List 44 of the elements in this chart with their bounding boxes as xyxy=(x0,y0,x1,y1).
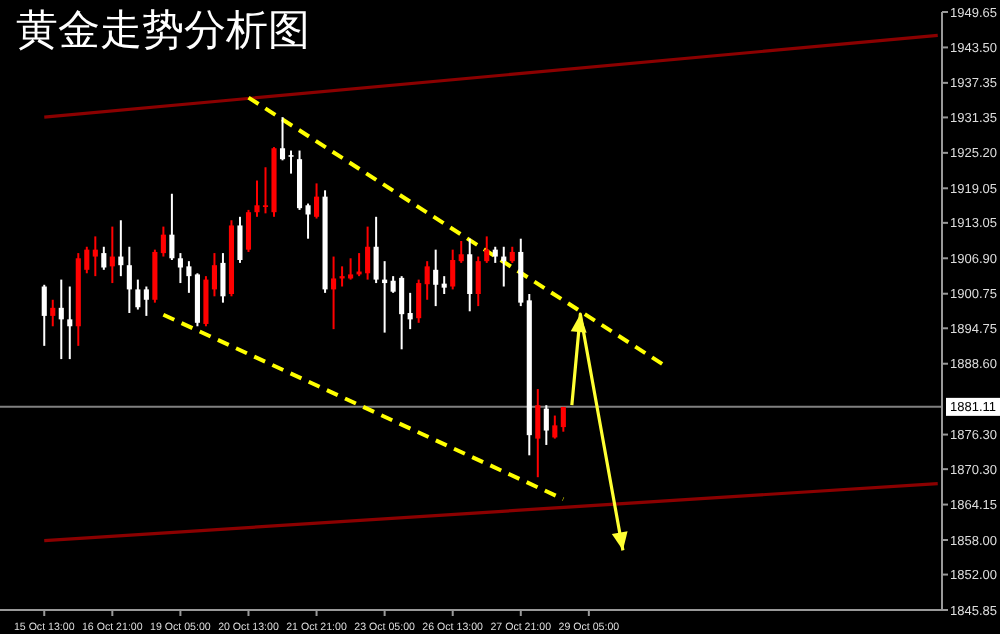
candlestick xyxy=(279,116,286,162)
candlestick xyxy=(109,225,115,285)
candlestick xyxy=(560,405,566,433)
candlestick xyxy=(58,278,64,361)
candlestick xyxy=(237,215,243,264)
candlestick xyxy=(245,208,252,253)
candlestick xyxy=(211,252,217,298)
candlestick xyxy=(92,235,98,278)
candlestick xyxy=(118,219,124,278)
candlestick xyxy=(67,285,73,361)
candlestick xyxy=(169,192,175,262)
candlestick xyxy=(143,285,149,317)
candlestick xyxy=(535,388,541,479)
candlestick xyxy=(203,275,209,328)
candlestick xyxy=(220,252,226,304)
candlestick xyxy=(160,225,166,258)
candlestick xyxy=(416,278,422,324)
candlestick xyxy=(365,225,371,281)
candlestick xyxy=(458,240,464,264)
candlestick xyxy=(41,283,47,347)
candlestick xyxy=(254,179,260,218)
candlestick xyxy=(552,414,558,440)
candlestick xyxy=(424,260,430,301)
candlestick xyxy=(126,245,132,315)
candlestick xyxy=(407,291,413,331)
candlestick xyxy=(543,404,549,446)
candlestick xyxy=(186,260,192,294)
candlestick xyxy=(475,255,481,308)
candlestick xyxy=(177,252,183,285)
candlestick xyxy=(331,255,337,331)
candlestick xyxy=(373,215,379,285)
candlestick xyxy=(450,248,456,291)
candlestick xyxy=(467,237,473,313)
candlestick xyxy=(484,235,490,264)
chart-title: 黄金走势分析图 xyxy=(16,6,310,54)
candlestick xyxy=(152,248,158,304)
candlestick xyxy=(314,182,320,220)
candlestick xyxy=(433,248,439,308)
candlestick xyxy=(135,278,141,311)
candlestick xyxy=(399,275,405,351)
candlestick xyxy=(101,245,107,271)
candlestick xyxy=(348,257,354,281)
candlestick xyxy=(50,298,56,328)
candlestick xyxy=(288,149,294,175)
